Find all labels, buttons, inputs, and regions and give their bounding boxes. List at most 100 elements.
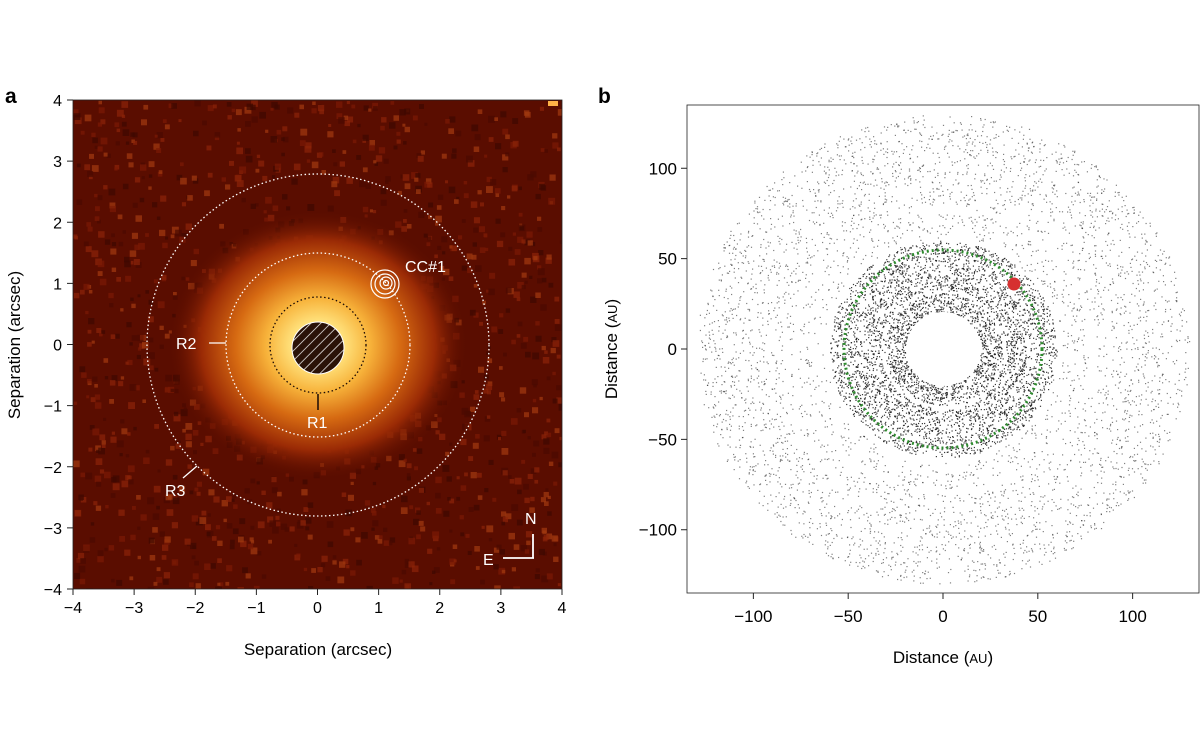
disk-particle	[1000, 440, 1002, 442]
disk-particle	[1063, 242, 1065, 245]
disk-particle	[891, 364, 893, 366]
disk-particle	[1051, 329, 1053, 331]
noise-speckle	[311, 568, 316, 573]
noise-speckle	[148, 537, 155, 544]
disk-particle	[919, 430, 921, 432]
disk-particle	[1094, 435, 1096, 437]
disk-particle	[1016, 457, 1018, 459]
disk-particle	[806, 381, 808, 383]
disk-particle	[1073, 387, 1075, 390]
disk-particle	[1138, 381, 1140, 383]
disk-particle	[815, 430, 817, 432]
noise-speckle	[101, 440, 106, 445]
disk-particle	[963, 442, 965, 444]
disk-particle	[910, 294, 912, 296]
disk-particle	[1111, 310, 1113, 312]
disk-particle	[939, 311, 941, 313]
disk-particle	[862, 258, 864, 260]
noise-speckle	[362, 139, 366, 143]
disk-particle	[866, 548, 868, 550]
noise-speckle	[281, 152, 285, 157]
disk-particle	[1009, 170, 1011, 172]
noise-speckle	[299, 140, 306, 146]
disk-particle	[895, 371, 897, 373]
noise-speckle	[507, 195, 511, 199]
disk-particle	[929, 195, 931, 197]
disk-particle	[1017, 418, 1019, 420]
disk-particle	[996, 255, 998, 257]
disk-particle	[834, 517, 836, 519]
disk-particle	[949, 195, 951, 198]
disk-particle	[810, 491, 812, 494]
noise-speckle	[95, 505, 102, 511]
disk-particle	[1051, 211, 1054, 213]
disk-particle	[999, 324, 1001, 326]
disk-particle	[1154, 375, 1156, 377]
disk-particle	[781, 331, 783, 333]
disk-particle	[965, 442, 967, 444]
noise-speckle	[76, 199, 83, 205]
disk-particle	[940, 260, 942, 263]
disk-particle	[962, 476, 964, 478]
disk-particle	[838, 306, 840, 308]
disk-particle	[1003, 519, 1005, 521]
disk-particle	[730, 263, 732, 265]
noise-speckle	[94, 145, 98, 149]
disk-particle	[1024, 549, 1026, 552]
disk-particle	[1051, 181, 1053, 183]
noise-speckle	[280, 523, 288, 530]
disk-particle	[958, 254, 960, 256]
disk-particle	[1005, 399, 1007, 401]
disk-particle	[894, 367, 896, 369]
noise-speckle	[470, 472, 477, 479]
disk-particle	[1119, 491, 1121, 493]
noise-speckle	[193, 248, 199, 255]
disk-particle	[969, 547, 971, 549]
disk-particle	[980, 377, 982, 379]
noise-speckle	[258, 160, 265, 167]
disk-particle	[1032, 204, 1034, 207]
disk-particle	[1077, 191, 1079, 193]
disk-particle	[922, 164, 925, 166]
noise-speckle	[193, 130, 199, 137]
disk-particle	[1007, 130, 1009, 132]
disk-particle	[1029, 466, 1031, 468]
disk-particle	[1019, 449, 1021, 451]
noise-speckle	[395, 221, 402, 228]
disk-particle	[834, 167, 836, 169]
disk-particle	[913, 560, 915, 563]
disk-particle	[1007, 319, 1009, 321]
disk-particle	[920, 291, 922, 293]
noise-speckle	[445, 119, 450, 124]
noise-speckle	[401, 226, 407, 232]
disk-particle	[973, 561, 975, 563]
disk-particle	[990, 377, 992, 379]
disk-particle	[1085, 260, 1087, 263]
disk-particle	[1053, 185, 1055, 187]
noise-speckle	[524, 111, 531, 118]
disk-particle	[1021, 515, 1023, 517]
disk-particle	[819, 223, 821, 226]
disk-particle	[873, 412, 875, 414]
disk-particle	[1139, 274, 1141, 276]
noise-speckle	[255, 168, 260, 173]
disk-particle	[1076, 194, 1078, 196]
disk-particle	[784, 368, 786, 370]
disk-particle	[1096, 216, 1098, 218]
disk-particle	[894, 390, 896, 393]
disk-particle	[944, 495, 946, 497]
disk-particle	[1038, 166, 1040, 168]
disk-particle	[883, 430, 885, 432]
disk-particle	[896, 318, 898, 320]
noise-speckle	[552, 398, 558, 404]
disk-particle	[732, 415, 734, 417]
disk-particle	[767, 274, 769, 277]
disk-particle	[767, 464, 769, 466]
disk-particle	[1044, 144, 1046, 146]
disk-particle	[1090, 525, 1092, 527]
disk-particle	[933, 242, 935, 244]
disk-particle	[994, 253, 996, 255]
noise-speckle	[307, 204, 315, 211]
noise-speckle	[486, 390, 491, 395]
disk-particle	[902, 479, 904, 481]
